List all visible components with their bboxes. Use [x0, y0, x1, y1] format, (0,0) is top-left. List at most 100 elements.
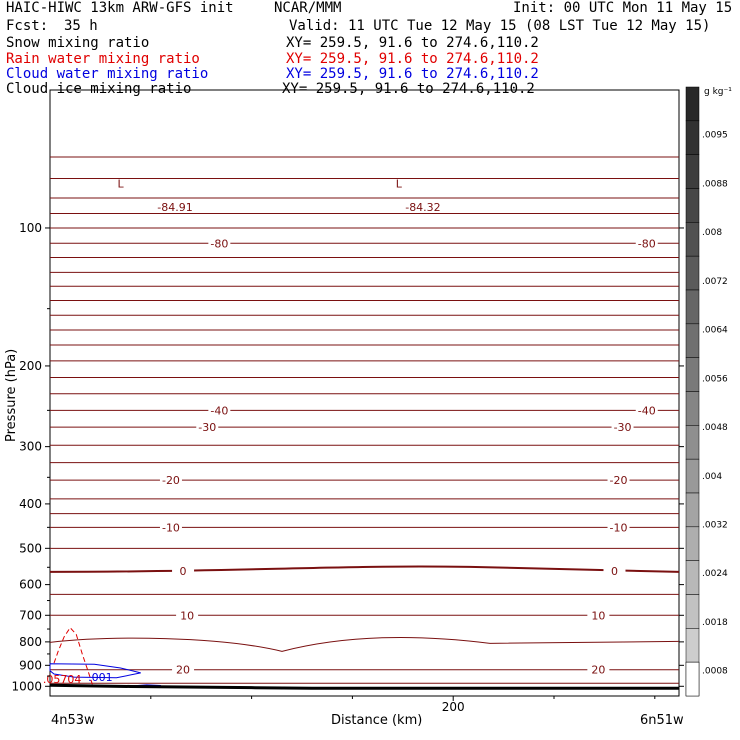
- y-tick-label: 200: [19, 359, 42, 373]
- annotations: L-84.91L-84.32.05704.001: [43, 178, 441, 687]
- org-label: NCAR/MMM: [274, 0, 342, 16]
- contour-label-bg: [172, 663, 195, 676]
- y-tick-label: 600: [19, 578, 42, 592]
- y-tick-label: 900: [19, 658, 42, 672]
- field-xy-snow: XY= 259.5, 91.6 to 274.6,110.2: [286, 35, 539, 51]
- y-tick-label: 100: [19, 221, 42, 235]
- field-xy-rain: XY= 259.5, 91.6 to 274.6,110.2: [286, 51, 539, 67]
- colorbar-segment: [685, 391, 700, 426]
- forecast-label: Fcst:: [6, 18, 49, 34]
- colorbar-segment: [685, 526, 700, 561]
- colorbar-segment: [685, 628, 700, 663]
- contour-annotation: L: [396, 178, 403, 191]
- colorbar-segment: [685, 425, 700, 460]
- temperature-contour-line: [49, 637, 680, 652]
- contour-annotation: L: [117, 178, 124, 191]
- colorbar-segment: [685, 594, 700, 629]
- contour-annotation: .05704: [43, 673, 82, 686]
- contour-label: 0: [180, 565, 187, 578]
- contour-label-bg: [208, 404, 231, 417]
- temperature-contours: -80 -80 -40 -40 -30 -30 -20 -20 -10 -10 0 0 10 10 20 20: [49, 156, 680, 684]
- y-tick-label: 800: [19, 635, 42, 649]
- colorbar-segment: [685, 289, 700, 325]
- contour-label-bg: [607, 521, 630, 534]
- contour-label: -40: [638, 404, 656, 417]
- y-tick-label: 400: [19, 497, 42, 511]
- colorbar-segment: [685, 357, 700, 392]
- field-xy-cloud-water: XY= 259.5, 91.6 to 274.6,110.2: [286, 66, 539, 82]
- colorbar-label: .004: [702, 472, 722, 482]
- contour-label-bg: [159, 521, 182, 534]
- contour-label: -30: [614, 421, 632, 434]
- colorbar-segment: [685, 222, 700, 257]
- colorbar-unit: g kg⁻¹: [704, 87, 732, 97]
- field-name-cloud-water: Cloud water mixing ratio: [6, 66, 209, 82]
- contour-label: 20: [176, 664, 190, 677]
- contour-label-bg: [635, 404, 658, 417]
- temperature-contour-line: [49, 565, 680, 573]
- valid-time: Valid: 11 UTC Tue 12 May 15 (08 LST Tue …: [289, 18, 711, 34]
- field-xy-cloud-ice: XY= 259.5, 91.6 to 274.6,110.2: [282, 81, 535, 97]
- contour-label-bg: [611, 421, 634, 434]
- y-axis-label: Pressure (hPa): [4, 349, 19, 442]
- colorbar-label: .0056: [702, 374, 728, 384]
- forecast-hour: 35 h: [64, 18, 98, 34]
- y-tick-label: 1000: [11, 679, 42, 693]
- field-name-rain: Rain water mixing ratio: [6, 51, 200, 67]
- colorbar-label: .0008: [702, 667, 728, 677]
- colorbar-label: .0032: [702, 520, 728, 530]
- colorbar-label: .008: [702, 228, 722, 238]
- colorbar-segment: [685, 188, 700, 223]
- contour-annotation: -84.91: [157, 201, 192, 214]
- contour-label-bg: [587, 609, 610, 622]
- colorbar-segment: [685, 458, 700, 494]
- colorbar-segment: [685, 120, 700, 155]
- contour-label-bg: [176, 609, 199, 622]
- contour-label: -80: [210, 237, 228, 250]
- contour-label-bg: [607, 474, 630, 487]
- plot-frame: [49, 89, 680, 697]
- contour-label: -10: [610, 521, 628, 534]
- colorbar-segment: [685, 154, 700, 189]
- contour-label: -20: [162, 474, 180, 487]
- terrain-line: [49, 683, 679, 690]
- contour-label: -40: [210, 404, 228, 417]
- x-tick-label: 200: [442, 700, 465, 714]
- contour-label-bg: [208, 237, 231, 250]
- colorbar-segment: [685, 323, 700, 358]
- colorbar-label: .0048: [702, 423, 728, 433]
- y-tick-label: 700: [19, 608, 42, 622]
- contour-label-bg: [635, 237, 658, 250]
- colorbar-label: .0095: [702, 131, 728, 141]
- y-tick-label: 300: [19, 440, 42, 454]
- init-time: Init: 00 UTC Mon 11 May 15: [513, 0, 733, 16]
- colorbar-segment: [685, 560, 700, 595]
- contour-label: 10: [591, 609, 605, 622]
- contour-label: -10: [162, 521, 180, 534]
- y-tick-label: 500: [19, 541, 42, 555]
- contour-label: 10: [180, 609, 194, 622]
- contour-label: 0: [611, 565, 618, 578]
- model-title: HAIC-HIWC 13km ARW-GFS init: [6, 0, 234, 16]
- contour-label-bg: [196, 421, 219, 434]
- colorbar: .0095 .0088 .008 .0072 .0064 .0056 .0048 .004 .0…: [685, 86, 728, 697]
- plot-frame-rect: [49, 89, 680, 697]
- data-series: [49, 626, 679, 690]
- cloud-water-contour: [49, 663, 141, 679]
- x-right-endpoint: 6n51w: [640, 713, 684, 728]
- colorbar-label: .0018: [702, 618, 728, 628]
- contour-label-bg: [172, 564, 195, 577]
- contour-label-bg: [159, 474, 182, 487]
- contour-label: -30: [198, 421, 216, 434]
- x-axis-label: Distance (km): [331, 713, 422, 728]
- contour-annotation: .001: [88, 671, 113, 684]
- colorbar-segment: [685, 255, 700, 291]
- contour-label: -20: [610, 474, 628, 487]
- contour-annotation: -84.32: [405, 201, 440, 214]
- contour-label-bg: [603, 564, 626, 577]
- field-name-cloud-ice: Cloud ice mixing ratio: [6, 81, 192, 97]
- colorbar-segment: [685, 86, 700, 122]
- colorbar-segment: [685, 661, 700, 697]
- contour-label-bg: [587, 663, 610, 676]
